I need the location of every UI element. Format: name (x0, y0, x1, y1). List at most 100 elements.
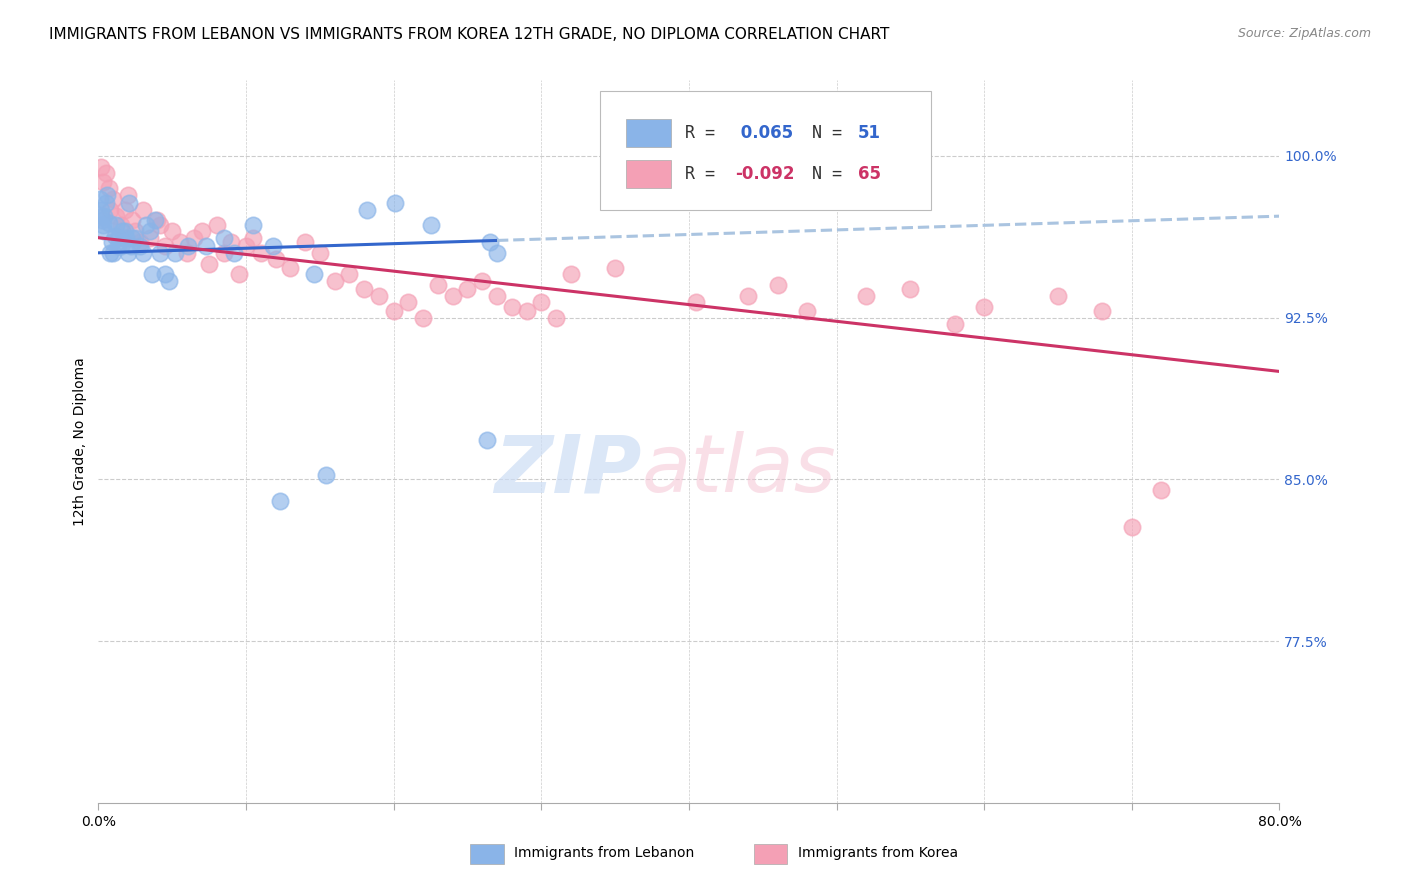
Point (605, 260, 627, 275)
FancyBboxPatch shape (754, 844, 787, 864)
Y-axis label: 12th Grade, No Diploma: 12th Grade, No Diploma (73, 357, 87, 526)
Point (475, 434, 498, 448)
Point (149, 218, 172, 232)
Point (124, 224, 146, 238)
Point (195, 239, 218, 253)
Point (177, 239, 200, 253)
Point (198, 257, 221, 271)
Point (93, 209, 115, 223)
Point (530, 295, 553, 310)
Point (242, 231, 264, 245)
Point (224, 245, 246, 260)
Point (212, 245, 235, 260)
Point (900, 283, 922, 297)
Point (501, 300, 523, 314)
Point (1150, 483, 1173, 497)
Point (269, 493, 291, 508)
Point (143, 213, 166, 227)
Text: ZIP: ZIP (495, 432, 641, 509)
Point (93, 224, 115, 238)
Text: 51: 51 (858, 124, 880, 142)
Point (228, 268, 250, 282)
Point (124, 231, 146, 245)
Point (356, 202, 378, 217)
Point (169, 235, 191, 249)
Point (139, 224, 162, 238)
Point (412, 310, 434, 325)
Point (221, 235, 243, 249)
Text: -0.092: -0.092 (735, 165, 794, 183)
Point (141, 268, 163, 282)
Point (121, 231, 143, 245)
Point (205, 218, 228, 232)
Point (149, 245, 172, 260)
Point (796, 304, 818, 318)
Point (471, 274, 494, 288)
Point (105, 218, 128, 232)
Point (685, 295, 707, 310)
Point (339, 268, 361, 282)
Point (457, 283, 479, 297)
Point (91, 218, 114, 232)
Point (90, 209, 112, 223)
Point (309, 245, 332, 260)
Point (419, 218, 441, 232)
Text: Immigrants from Korea: Immigrants from Korea (797, 847, 957, 861)
Point (165, 245, 187, 260)
Point (486, 245, 509, 260)
Point (262, 239, 284, 253)
Point (368, 289, 391, 303)
Point (114, 224, 136, 238)
Point (117, 245, 139, 260)
Point (108, 231, 131, 245)
Text: Immigrants from Lebanon: Immigrants from Lebanon (515, 847, 695, 861)
Point (103, 245, 125, 260)
Text: N =: N = (792, 124, 852, 142)
Point (737, 289, 759, 303)
Point (183, 231, 205, 245)
Text: 65: 65 (858, 165, 880, 183)
Point (94, 196, 117, 211)
Point (90, 202, 112, 217)
Point (121, 213, 143, 227)
Point (427, 278, 450, 293)
Point (382, 304, 405, 318)
Point (96, 187, 118, 202)
Point (98, 245, 121, 260)
Point (235, 239, 257, 253)
Point (516, 304, 538, 318)
Point (250, 245, 273, 260)
Text: N =: N = (792, 165, 852, 183)
Point (323, 274, 346, 288)
Point (398, 295, 420, 310)
Point (90, 160, 112, 174)
FancyBboxPatch shape (471, 844, 503, 864)
Point (973, 300, 995, 314)
Point (766, 278, 789, 293)
FancyBboxPatch shape (626, 120, 671, 147)
Text: Source: ZipAtlas.com: Source: ZipAtlas.com (1237, 27, 1371, 40)
Point (97, 181, 120, 195)
Point (280, 260, 302, 275)
Point (114, 202, 136, 217)
Point (153, 239, 176, 253)
Point (242, 218, 264, 232)
Point (132, 245, 155, 260)
Point (111, 224, 134, 238)
Point (94, 166, 117, 180)
Point (128, 239, 150, 253)
Point (89, 192, 111, 206)
Point (943, 317, 966, 331)
Text: R =: R = (685, 124, 725, 142)
Text: atlas: atlas (641, 432, 837, 509)
Text: IMMIGRANTS FROM LEBANON VS IMMIGRANTS FROM KOREA 12TH GRADE, NO DIPLOMA CORRELAT: IMMIGRANTS FROM LEBANON VS IMMIGRANTS FR… (49, 27, 890, 42)
FancyBboxPatch shape (600, 91, 931, 211)
Point (478, 235, 501, 249)
Point (103, 192, 125, 206)
Point (191, 224, 214, 238)
Point (135, 218, 157, 232)
Point (441, 289, 464, 303)
Point (107, 239, 129, 253)
Point (264, 252, 287, 267)
Point (1047, 289, 1070, 303)
